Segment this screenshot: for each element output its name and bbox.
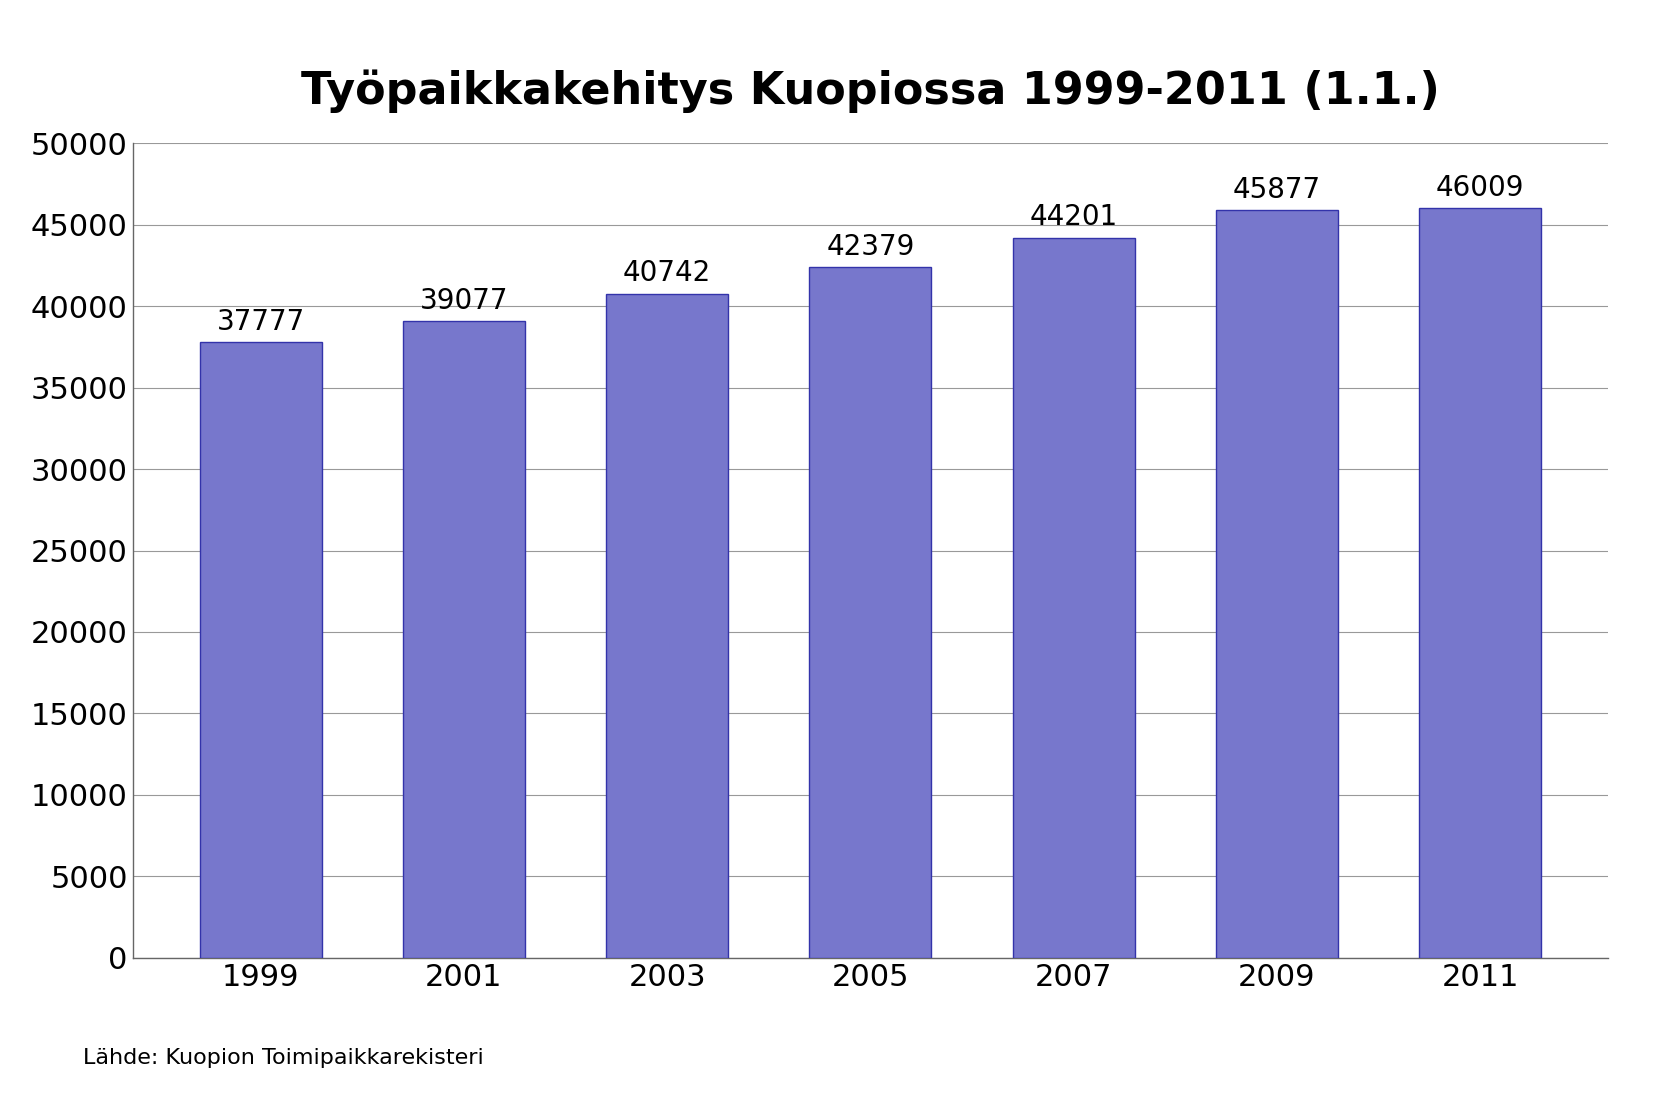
Text: Lähde: Kuopion Toimipaikkarekisteri: Lähde: Kuopion Toimipaikkarekisteri bbox=[83, 1048, 484, 1068]
Title: Työpaikkakehitys Kuopiossa 1999-2011 (1.1.): Työpaikkakehitys Kuopiossa 1999-2011 (1.… bbox=[302, 69, 1438, 113]
Text: 45877: 45877 bbox=[1233, 176, 1321, 204]
Text: 42379: 42379 bbox=[825, 232, 915, 261]
Text: 37777: 37777 bbox=[217, 308, 305, 336]
Text: 44201: 44201 bbox=[1029, 203, 1117, 231]
Bar bbox=[606, 294, 727, 958]
Bar bbox=[403, 321, 525, 958]
Text: 39077: 39077 bbox=[419, 286, 509, 315]
Bar bbox=[809, 268, 931, 958]
Bar bbox=[1418, 208, 1541, 958]
Bar bbox=[1012, 238, 1133, 958]
Bar bbox=[1215, 210, 1337, 958]
Bar bbox=[199, 342, 321, 958]
Text: 40742: 40742 bbox=[623, 260, 711, 287]
Text: 46009: 46009 bbox=[1435, 174, 1523, 201]
